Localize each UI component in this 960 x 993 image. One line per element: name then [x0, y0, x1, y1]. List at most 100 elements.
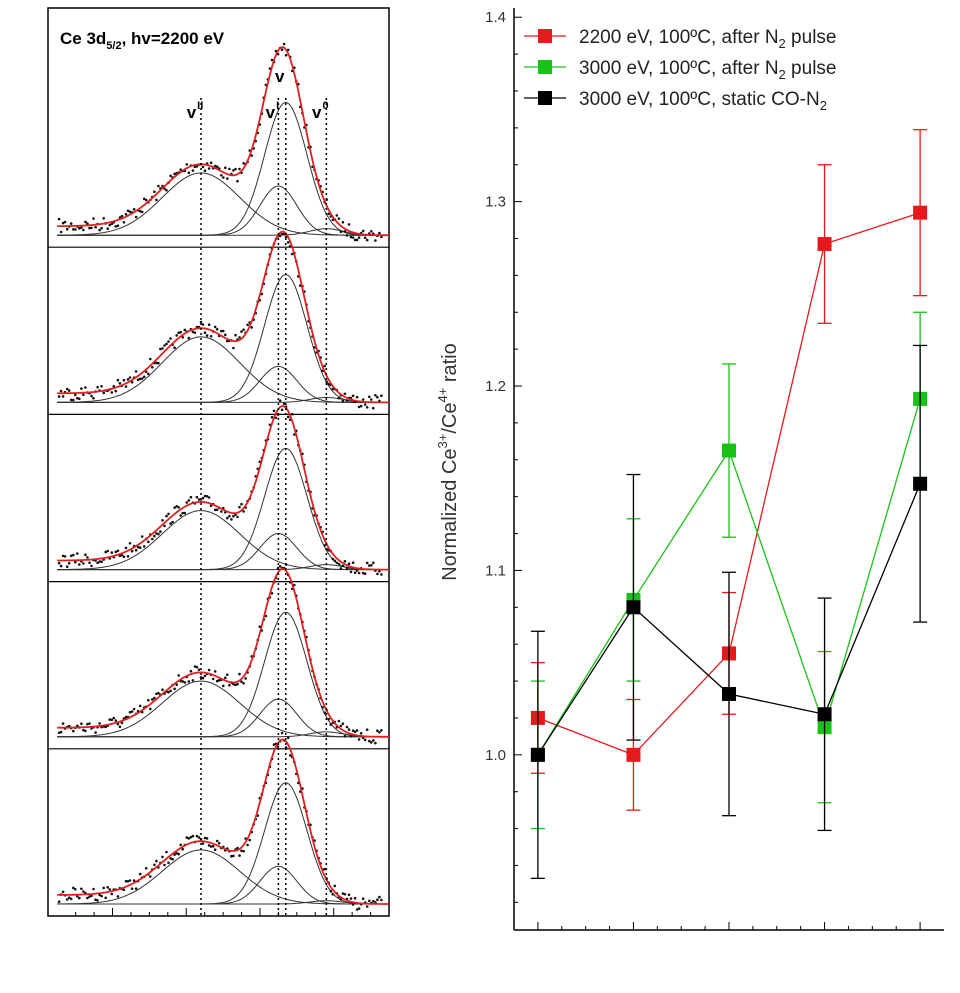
data-point	[177, 674, 180, 677]
data-point	[157, 691, 160, 695]
data-point	[201, 842, 205, 845]
data-point	[288, 754, 292, 757]
data-point	[151, 698, 154, 701]
data-point	[72, 729, 75, 733]
data-point	[191, 169, 195, 172]
y-label-part: ratio	[439, 343, 461, 387]
data-point	[280, 48, 284, 51]
data-point	[372, 739, 375, 742]
data-point	[205, 495, 209, 498]
data-point	[232, 169, 235, 172]
data-point	[272, 409, 276, 413]
data-point	[361, 571, 365, 575]
data-point	[189, 835, 193, 839]
data-point	[165, 514, 168, 518]
data-point	[74, 393, 77, 397]
data-point	[159, 347, 162, 351]
data-point	[130, 710, 134, 713]
data-point	[232, 682, 235, 686]
data-point	[80, 722, 83, 725]
data-point	[213, 848, 217, 851]
data-point	[215, 508, 219, 512]
data-point	[65, 565, 69, 568]
data-point	[359, 404, 363, 408]
y-tick-label: 1.1	[485, 562, 506, 579]
data-point	[286, 415, 290, 419]
data-point	[94, 225, 97, 229]
data-point	[163, 863, 166, 867]
data-point	[142, 545, 146, 548]
data-point	[335, 561, 339, 565]
data-point	[191, 330, 195, 334]
data-marker	[913, 205, 928, 220]
data-point	[290, 412, 294, 416]
data-point	[82, 393, 85, 397]
data-point	[286, 241, 290, 244]
data-point	[167, 690, 170, 694]
data-point	[130, 887, 134, 890]
data-point	[248, 838, 251, 842]
data-point	[78, 227, 81, 230]
data-point	[138, 872, 142, 876]
data-point	[165, 850, 168, 854]
legend-tail: pulse	[786, 58, 837, 79]
data-point	[142, 197, 146, 201]
data-point	[228, 514, 231, 518]
legend-sub: 2	[820, 98, 827, 113]
data-point	[90, 564, 93, 568]
legend-marker	[538, 29, 552, 43]
data-point	[94, 898, 97, 901]
data-point	[355, 395, 359, 399]
data-point	[333, 559, 337, 563]
legend-label: 2200 eV, 100ºC, after N2 pulse	[579, 27, 836, 51]
data-point	[100, 560, 103, 563]
data-point	[207, 323, 211, 327]
peak-marker-label: vII	[187, 100, 204, 122]
data-point	[100, 385, 103, 388]
data-point	[222, 329, 225, 333]
data-point	[215, 839, 219, 843]
data-point	[203, 494, 207, 498]
data-point	[122, 555, 126, 559]
data-point	[67, 896, 71, 899]
data-points	[57, 42, 383, 242]
data-point	[102, 217, 105, 220]
data-point	[207, 844, 211, 847]
data-point	[234, 167, 237, 171]
data-point	[57, 395, 61, 398]
peak-marker-sup: II	[197, 100, 203, 112]
component-v-0	[57, 731, 389, 738]
data-point	[128, 376, 132, 379]
data-point	[374, 394, 377, 397]
data-point	[355, 569, 359, 572]
data-point	[250, 326, 253, 329]
data-point	[80, 387, 83, 390]
data-point	[82, 728, 85, 732]
data-point	[228, 167, 231, 171]
data-point	[96, 561, 99, 565]
data-point	[282, 402, 286, 406]
data-point	[345, 399, 349, 402]
data-point	[140, 535, 144, 538]
data-point	[114, 550, 118, 554]
data-point	[220, 510, 223, 513]
data-point	[337, 562, 341, 566]
data-point	[325, 380, 329, 384]
data-point	[357, 907, 361, 910]
data-point	[88, 895, 91, 898]
data-point	[238, 167, 241, 171]
data-point	[205, 837, 209, 840]
data-point	[132, 208, 136, 211]
data-point	[343, 230, 347, 233]
data-marker	[817, 237, 832, 252]
data-point	[213, 164, 217, 168]
data-point	[323, 867, 327, 871]
data-point	[106, 886, 109, 889]
data-point	[171, 520, 174, 524]
data-point	[242, 162, 245, 165]
data-point	[187, 680, 191, 683]
data-point	[203, 674, 207, 678]
data-point	[380, 235, 383, 239]
component-v	[57, 782, 389, 905]
